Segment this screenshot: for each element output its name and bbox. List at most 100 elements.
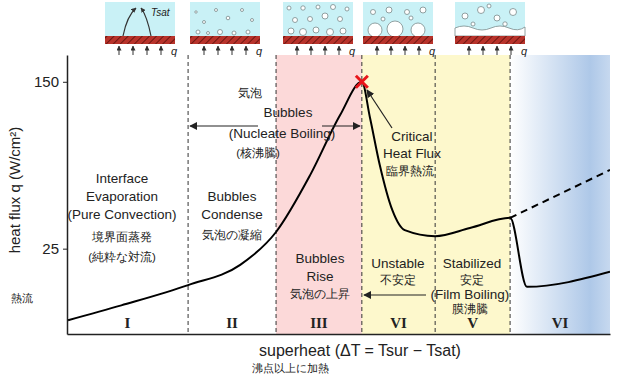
annotation: 境界面蒸発 xyxy=(91,230,152,243)
annotation: Evaporation xyxy=(86,189,158,204)
stage-icon: q xyxy=(190,2,263,57)
heat-label: q xyxy=(256,45,263,57)
convection-arrow xyxy=(123,8,136,36)
boiling-curve xyxy=(68,82,610,320)
annotation: (Nucleate Boiling) xyxy=(229,126,336,141)
heat-arrow xyxy=(133,46,134,55)
annotation: Unstable xyxy=(371,256,424,271)
heater xyxy=(455,36,525,44)
annotation: 膜沸騰 xyxy=(452,303,488,315)
bubble xyxy=(322,13,328,19)
heat-arrow xyxy=(325,46,326,55)
liquid xyxy=(105,2,175,36)
bubble xyxy=(251,19,254,22)
region-band xyxy=(188,55,276,334)
liquid xyxy=(455,2,525,36)
bubble xyxy=(226,16,230,20)
bubble xyxy=(510,9,517,16)
stage-icons: Tsat q q q q q xyxy=(105,2,528,57)
chart: Tsatqqqqq25150IIIIIIVIVVIInterfaceEvapor… xyxy=(0,0,640,377)
x-axis-title: superheat (ΔT = Tsur − Tsat) xyxy=(259,342,461,359)
heat-label: q xyxy=(429,45,436,57)
stage-icon: q xyxy=(363,2,436,57)
annotation: Bubbles xyxy=(264,105,313,120)
stage-icon: q xyxy=(283,2,356,57)
bubble xyxy=(386,7,392,13)
liquid xyxy=(283,2,353,36)
heat-arrow xyxy=(119,46,120,55)
annotation-arrow xyxy=(364,294,426,295)
region-label: III xyxy=(310,315,328,331)
bubble xyxy=(246,30,250,34)
annotation: 気泡の上昇 xyxy=(290,288,350,300)
bubble xyxy=(218,30,223,35)
y-tick-mark xyxy=(63,82,67,83)
bubble xyxy=(381,17,385,21)
bubble xyxy=(241,9,244,12)
stage-icon: Tsat q xyxy=(105,2,178,57)
annotation: 安定 xyxy=(460,273,484,286)
y-axis-title: heat flux q (W/cm²) xyxy=(6,127,23,254)
heat-arrow xyxy=(232,46,233,55)
bubble xyxy=(478,7,485,14)
bubble xyxy=(411,23,425,37)
y-axis-subtitle: 熱流 xyxy=(11,292,33,304)
bubble xyxy=(288,28,294,34)
bubble xyxy=(409,16,413,20)
x-axis xyxy=(68,334,611,335)
bubble xyxy=(368,23,382,37)
heat-arrow xyxy=(419,46,420,55)
annotation-arrows xyxy=(190,90,426,295)
x-axis-line xyxy=(68,334,611,336)
heater xyxy=(283,36,353,44)
annotation: Interface xyxy=(96,171,149,186)
annotation: Rise xyxy=(306,269,333,284)
stage-icon: q xyxy=(455,2,528,57)
heater xyxy=(190,36,260,44)
bubble xyxy=(203,21,206,24)
x-axis-subtitle: 沸点以上に加熱 xyxy=(252,362,329,374)
bubble xyxy=(405,10,410,15)
region-boundary xyxy=(276,55,277,334)
critical-point xyxy=(356,76,368,88)
boiling-curve xyxy=(510,170,610,218)
regions xyxy=(67,55,610,334)
heat-label: q xyxy=(171,45,178,57)
annotation: 気泡の凝縮 xyxy=(202,228,262,241)
y-tick: 150 xyxy=(34,73,67,90)
bubble xyxy=(308,17,313,22)
annotation: 気泡 xyxy=(238,87,262,99)
bubble xyxy=(340,28,346,34)
heat-arrow xyxy=(483,46,484,55)
y-tick-label: 150 xyxy=(34,73,59,90)
saturation-label: Tsat xyxy=(151,7,171,18)
y-axis-line xyxy=(67,56,69,335)
annotation: Bubbles xyxy=(296,251,345,266)
annotation: 臨界熱流 xyxy=(386,164,434,177)
heat-arrow xyxy=(161,46,162,55)
heat-arrow xyxy=(218,46,219,55)
bubble xyxy=(195,11,197,13)
marks xyxy=(68,76,610,320)
bubble xyxy=(338,17,343,22)
bubble xyxy=(331,5,336,10)
bubble xyxy=(503,22,507,26)
heat-label: q xyxy=(349,45,356,57)
region-label: I xyxy=(125,315,131,331)
bubble xyxy=(345,7,349,11)
annotation: Heat Flux xyxy=(383,146,441,161)
annotation-arrow xyxy=(367,90,392,128)
bubble xyxy=(420,7,426,13)
y-tick-label: 25 xyxy=(42,240,59,257)
bubble xyxy=(462,13,468,19)
annotation: Critical xyxy=(391,129,432,144)
region-boundary xyxy=(188,55,189,334)
region-band xyxy=(510,55,610,334)
liquid xyxy=(190,2,260,36)
bubble xyxy=(232,31,236,35)
heat-arrow xyxy=(497,46,498,55)
annotation: (核沸騰) xyxy=(236,147,280,159)
heat-arrow xyxy=(377,46,378,55)
bubble xyxy=(316,5,320,9)
heat-arrow xyxy=(204,46,205,55)
